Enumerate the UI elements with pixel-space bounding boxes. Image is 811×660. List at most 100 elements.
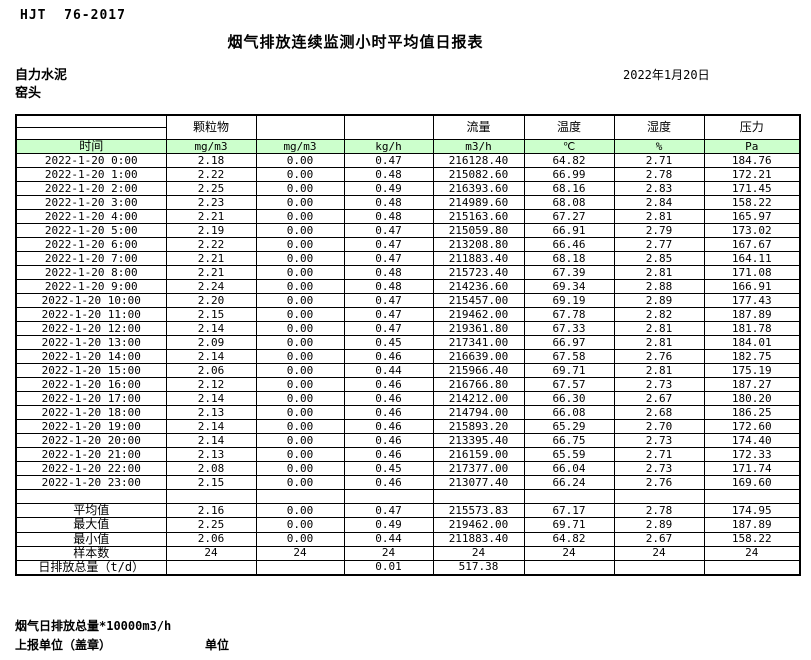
- time-cell: 2022-1-20 3:00: [15, 195, 167, 211]
- value-cell: 214794.00: [432, 405, 525, 421]
- table-body: 2022-1-20 0:00 2.18 0.00 0.47 216128.40 64.82…: [15, 153, 801, 576]
- header-empty-top-cell: [15, 114, 167, 128]
- value-cell: 2.14: [165, 433, 257, 449]
- value-cell: 0.47: [343, 307, 434, 323]
- value-cell: 0.46: [343, 475, 434, 491]
- table-row: 2022-1-20 6:00 2.22 0.00 0.47 213208.80 66.46…: [15, 237, 801, 253]
- value-cell: 69.19: [523, 293, 615, 309]
- value-cell: 2.18: [165, 153, 257, 169]
- value-cell: 0.47: [343, 153, 434, 169]
- value-cell: 0.49: [343, 181, 434, 197]
- column-header-humidity: 湿度: [613, 114, 705, 140]
- unit-cell-celsius: ℃: [523, 138, 615, 155]
- blank-cell: [255, 489, 345, 505]
- value-cell: 0.00: [255, 223, 345, 239]
- value-cell: 2.13: [165, 447, 257, 463]
- value-cell: 2.70: [613, 419, 705, 435]
- value-cell: 0.00: [255, 349, 345, 365]
- summary-label-cell: 最大值: [15, 517, 167, 533]
- value-cell: 2.15: [165, 475, 257, 491]
- value-cell: 67.33: [523, 321, 615, 337]
- value-cell: 213395.40: [432, 433, 525, 449]
- unit-row: 时间 mg/m3 mg/m3 kg/h m3/h ℃ % Pa: [15, 138, 801, 155]
- value-cell: 66.24: [523, 475, 615, 491]
- value-cell: 2.89: [613, 293, 705, 309]
- table-row: 2022-1-20 21:00 2.13 0.00 0.46 216159.00 65.5…: [15, 447, 801, 463]
- time-cell: 2022-1-20 22:00: [15, 461, 167, 477]
- value-cell: 216639.00: [432, 349, 525, 365]
- blank-cell: [523, 489, 615, 505]
- value-cell: 66.08: [523, 405, 615, 421]
- value-cell: 215059.80: [432, 223, 525, 239]
- time-cell: 2022-1-20 0:00: [15, 153, 167, 169]
- value-cell: 0.00: [255, 265, 345, 281]
- value-cell: 0.46: [343, 377, 434, 393]
- summary-value-cell: 24: [432, 545, 525, 561]
- value-cell: 0.46: [343, 419, 434, 435]
- value-cell: 165.97: [703, 209, 801, 225]
- table-row: 2022-1-20 20:00 2.14 0.00 0.46 213395.40 66.7…: [15, 433, 801, 449]
- report-title: 烟气排放连续监测小时平均值日报表: [227, 33, 484, 51]
- summary-value-cell: 0.00: [255, 503, 345, 519]
- time-cell: 2022-1-20 1:00: [15, 167, 167, 183]
- value-cell: 0.00: [255, 363, 345, 379]
- value-cell: 186.25: [703, 405, 801, 421]
- value-cell: 215966.40: [432, 363, 525, 379]
- summary-value-cell: 2.78: [613, 503, 705, 519]
- company-name: 自力水泥: [15, 68, 68, 83]
- value-cell: 2.76: [613, 349, 705, 365]
- value-cell: 0.45: [343, 461, 434, 477]
- summary-value-cell: 24: [255, 545, 345, 561]
- summary-value-cell: 174.95: [703, 503, 801, 519]
- value-cell: 2.12: [165, 377, 257, 393]
- value-cell: 215082.60: [432, 167, 525, 183]
- value-cell: 2.22: [165, 167, 257, 183]
- value-cell: 2.82: [613, 307, 705, 323]
- value-cell: 0.48: [343, 209, 434, 225]
- summary-label-cell: 日排放总量（t/d）: [15, 559, 167, 576]
- value-cell: 0.00: [255, 209, 345, 225]
- value-cell: 172.60: [703, 419, 801, 435]
- value-cell: 213077.40: [432, 475, 525, 491]
- value-cell: 219361.80: [432, 321, 525, 337]
- summary-value-cell: 517.38: [432, 559, 525, 576]
- standard-code: HJT 76-2017: [20, 8, 126, 23]
- value-cell: 215163.60: [432, 209, 525, 225]
- value-cell: 217377.00: [432, 461, 525, 477]
- summary-value-cell: 24: [703, 545, 801, 561]
- summary-value-cell: 211883.40: [432, 531, 525, 547]
- value-cell: 217341.00: [432, 335, 525, 351]
- value-cell: 215457.00: [432, 293, 525, 309]
- unit-cell-kgh: kg/h: [343, 138, 434, 155]
- table-row: 2022-1-20 13:00 2.09 0.00 0.45 217341.00 66.9…: [15, 335, 801, 351]
- value-cell: 2.14: [165, 419, 257, 435]
- value-cell: 2.88: [613, 279, 705, 295]
- value-cell: 2.22: [165, 237, 257, 253]
- value-cell: 0.47: [343, 223, 434, 239]
- value-cell: 0.46: [343, 447, 434, 463]
- table-row: 2022-1-20 2:00 2.25 0.00 0.49 216393.60 68.16…: [15, 181, 801, 197]
- monitoring-table: 颗粒物 流量 温度 湿度 压力 时间 mg/m3 mg/m3 kg/h m3/h…: [15, 114, 801, 577]
- value-cell: 0.00: [255, 293, 345, 309]
- summary-value-cell: 24: [613, 545, 705, 561]
- summary-value-cell: 24: [165, 545, 257, 561]
- summary-row: 样本数 24 24 24 24 24 24 24: [15, 545, 801, 561]
- table-row: 2022-1-20 19:00 2.14 0.00 0.46 215893.20 65.2…: [15, 419, 801, 435]
- value-cell: 2.81: [613, 363, 705, 379]
- value-cell: 0.45: [343, 335, 434, 351]
- summary-label-cell: 最小值: [15, 531, 167, 547]
- time-cell: 2022-1-20 23:00: [15, 475, 167, 491]
- time-cell: 2022-1-20 8:00: [15, 265, 167, 281]
- table-row: 2022-1-20 3:00 2.23 0.00 0.48 214989.60 68.08…: [15, 195, 801, 211]
- value-cell: 171.08: [703, 265, 801, 281]
- value-cell: 0.47: [343, 251, 434, 267]
- summary-value-cell: 2.89: [613, 517, 705, 533]
- value-cell: 0.00: [255, 279, 345, 295]
- time-cell: 2022-1-20 20:00: [15, 433, 167, 449]
- summary-value-cell: 215573.83: [432, 503, 525, 519]
- table-header: 颗粒物 流量 温度 湿度 压力 时间 mg/m3 mg/m3 kg/h m3/h…: [15, 114, 801, 155]
- value-cell: 2.68: [613, 405, 705, 421]
- time-cell: 2022-1-20 12:00: [15, 321, 167, 337]
- value-cell: 2.20: [165, 293, 257, 309]
- table-row: 2022-1-20 5:00 2.19 0.00 0.47 215059.80 66.91…: [15, 223, 801, 239]
